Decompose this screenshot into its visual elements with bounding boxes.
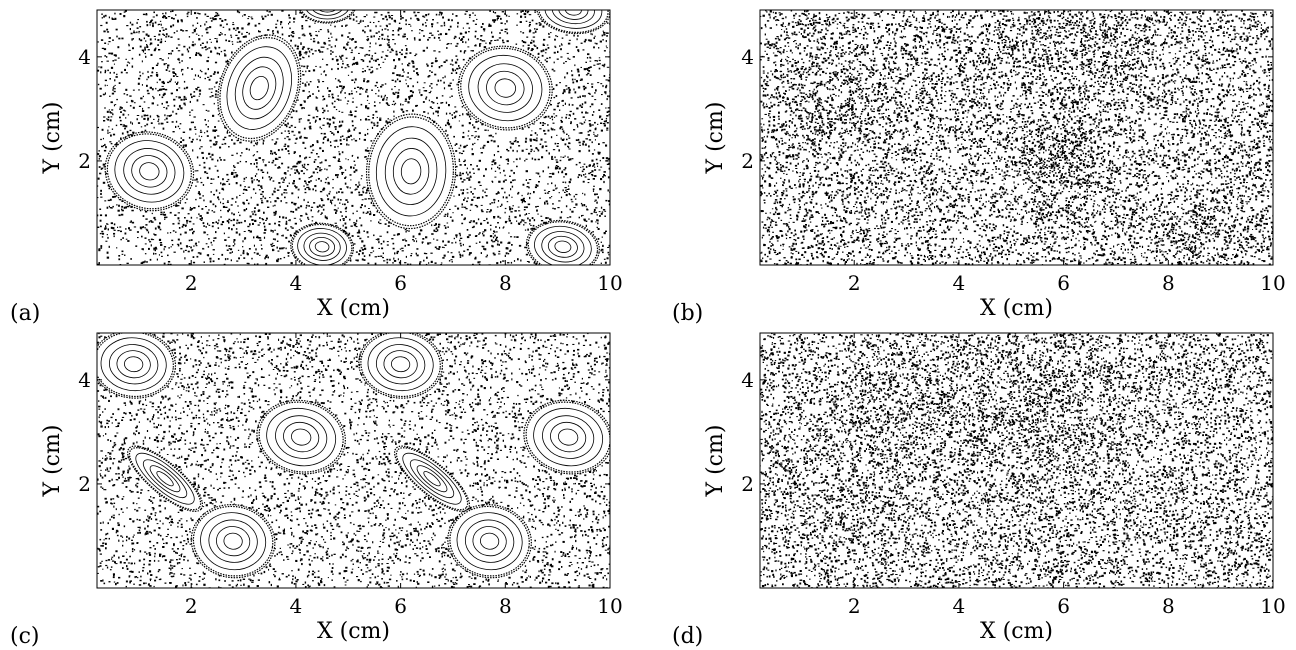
x-tick-label: 4 xyxy=(953,594,966,618)
x-tick-label: 6 xyxy=(394,594,407,618)
x-tick-label: 2 xyxy=(848,594,861,618)
x-tick-label: 8 xyxy=(499,594,512,618)
x-axis-label: X (cm) xyxy=(317,619,390,644)
panel-b: 2 4 6 8 10 2 4 X (cm) Y (cm) (b) xyxy=(672,9,1286,326)
panel-d: 2 4 6 8 10 2 4 X (cm) Y (cm) (d) xyxy=(672,332,1286,649)
axes-frame xyxy=(96,9,611,266)
y-tick-label: 4 xyxy=(78,368,91,392)
x-tick-label: 8 xyxy=(499,271,512,295)
poincare-points xyxy=(97,333,610,588)
x-axis-label: X (cm) xyxy=(980,619,1053,644)
x-tick-label: 6 xyxy=(1057,594,1070,618)
x-tick-label: 2 xyxy=(848,271,861,295)
x-tick-label: 6 xyxy=(1057,271,1070,295)
x-axis-label: X (cm) xyxy=(980,296,1053,321)
plot-area xyxy=(760,333,1273,588)
y-tick-label: 2 xyxy=(741,472,754,496)
poincare-points xyxy=(97,10,610,265)
y-axis-label: Y (cm) xyxy=(40,425,65,498)
y-axis-label: Y (cm) xyxy=(703,102,728,175)
x-tick-label: 2 xyxy=(185,271,198,295)
axes-frame xyxy=(759,9,1274,266)
x-tick-label: 4 xyxy=(290,594,303,618)
poincare-points xyxy=(760,10,1273,265)
y-tick-label: 4 xyxy=(78,45,91,69)
y-tick-label: 4 xyxy=(741,45,754,69)
plot-area xyxy=(97,333,610,588)
panel-label: (c) xyxy=(10,624,40,649)
y-axis-label: Y (cm) xyxy=(40,102,65,175)
y-tick-label: 4 xyxy=(741,368,754,392)
x-tick-label: 4 xyxy=(290,271,303,295)
y-tick-label: 2 xyxy=(741,149,754,173)
panel-label: (b) xyxy=(672,301,703,326)
x-tick-label: 10 xyxy=(1260,271,1285,295)
x-tick-label: 8 xyxy=(1162,271,1175,295)
panel-label: (a) xyxy=(10,301,40,326)
axes-frame xyxy=(759,332,1274,589)
panel-label: (d) xyxy=(672,624,703,649)
y-tick-label: 2 xyxy=(78,149,91,173)
panel-c: 2 4 6 8 10 2 4 X (cm) Y (cm) (c) xyxy=(10,332,623,649)
y-tick-label: 2 xyxy=(78,472,91,496)
x-tick-label: 2 xyxy=(185,594,198,618)
x-tick-label: 10 xyxy=(597,271,622,295)
x-axis-label: X (cm) xyxy=(317,296,390,321)
x-tick-label: 6 xyxy=(394,271,407,295)
x-tick-label: 10 xyxy=(597,594,622,618)
panel-a: 2 4 6 8 10 2 4 X (cm) Y (cm) (a) xyxy=(10,9,623,326)
x-tick-label: 8 xyxy=(1162,594,1175,618)
axes-frame xyxy=(96,332,611,589)
poincare-points xyxy=(760,333,1273,588)
x-tick-label: 4 xyxy=(953,271,966,295)
x-tick-label: 10 xyxy=(1260,594,1285,618)
y-axis-label: Y (cm) xyxy=(703,425,728,498)
